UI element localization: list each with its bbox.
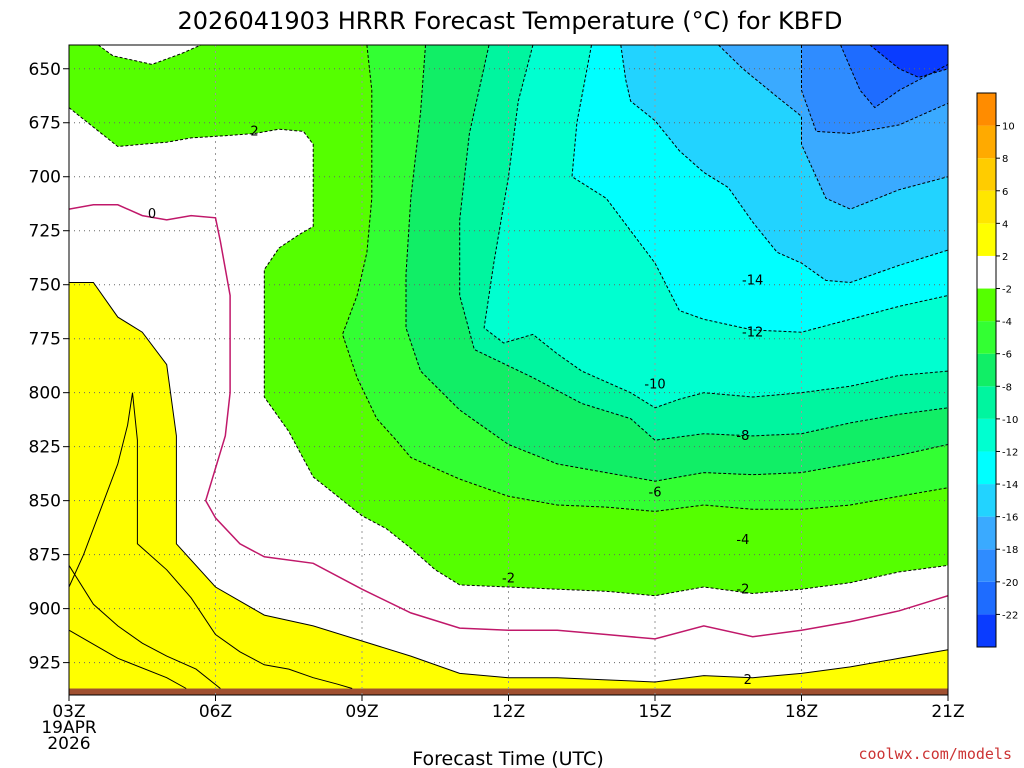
x-tick-label-1: 06Z bbox=[199, 702, 232, 722]
y-tick-label-725: 725 bbox=[29, 222, 61, 242]
contour-line--16 bbox=[718, 45, 948, 210]
ground-surface bbox=[69, 688, 948, 695]
x-axis-label: Forecast Time (UTC) bbox=[412, 748, 603, 768]
chart-title: 2026041903 HRRR Forecast Temperature (°C… bbox=[177, 7, 842, 35]
x-date-label-0: 19APR bbox=[41, 718, 97, 738]
contour-lines bbox=[69, 45, 948, 689]
x-tick-label-3: 12Z bbox=[492, 702, 525, 722]
colorbar-label-2: -18 bbox=[1002, 545, 1018, 556]
contour-line--4 bbox=[341, 45, 948, 512]
x-tick-label-2: 09Z bbox=[345, 702, 378, 722]
contour-label-3: -12 bbox=[742, 326, 763, 341]
colorbar-swatch-2 bbox=[977, 549, 996, 582]
colorbar-label-13: 6 bbox=[1002, 187, 1008, 198]
contour-line--20 bbox=[840, 45, 948, 109]
colorbar-swatch-16 bbox=[977, 93, 996, 126]
colorbar-swatch-10 bbox=[977, 288, 996, 322]
colorbar-swatch-13 bbox=[977, 190, 996, 224]
filled-contour-regions bbox=[69, 45, 948, 689]
x-tick-label-0: 03Z bbox=[52, 702, 85, 722]
y-tick-label-675: 675 bbox=[29, 114, 61, 134]
colorbar-label-14: 8 bbox=[1002, 154, 1008, 165]
colorbar-swatch-14 bbox=[977, 158, 996, 191]
contour-label-0: 2 bbox=[250, 125, 258, 140]
contour-label-8: -2 bbox=[502, 572, 515, 587]
contour-label-10: 2 bbox=[744, 673, 752, 688]
colorbar-label-9: -4 bbox=[1002, 317, 1012, 328]
contour-line-2 bbox=[69, 282, 948, 683]
y-tick-label-925: 925 bbox=[29, 654, 61, 674]
contour-label-6: -6 bbox=[649, 485, 662, 500]
region-warm_2_4 bbox=[69, 282, 948, 689]
x-tick-label-5: 18Z bbox=[785, 702, 818, 722]
contour-line--2 bbox=[69, 107, 948, 597]
contour-line--8 bbox=[459, 45, 948, 441]
contour-label-2: -14 bbox=[742, 274, 763, 289]
y-tick-label-850: 850 bbox=[29, 492, 61, 512]
y-tick-label-875: 875 bbox=[29, 546, 61, 566]
y-tick-label-800: 800 bbox=[29, 384, 61, 404]
colorbar-label-1: -20 bbox=[1002, 578, 1018, 589]
colorbar-label-12: 4 bbox=[1002, 219, 1008, 230]
x-tick-label-6: 21Z bbox=[931, 702, 964, 722]
colorbar-swatch-9 bbox=[977, 321, 996, 354]
contour-labels: 2 0 -14 -12 -10 -8 -6 -4 -2 -2 2 bbox=[148, 125, 763, 689]
colorbar-swatch-1 bbox=[977, 581, 996, 615]
credit-text: coolwx.com/models bbox=[858, 745, 1012, 763]
contour-label-5: -8 bbox=[736, 429, 749, 444]
contour-line--2 bbox=[98, 45, 202, 65]
contour-label-1: 0 bbox=[148, 207, 156, 222]
contour-line--6 bbox=[405, 45, 948, 482]
colorbar-label-15: 10 bbox=[1002, 122, 1015, 133]
colorbar-frame bbox=[976, 92, 997, 648]
colorbar-swatch-15 bbox=[977, 125, 996, 159]
colorbar-label-7: -8 bbox=[1002, 382, 1012, 393]
colorbar-swatch-11 bbox=[977, 255, 996, 289]
y-axis-ticks: 650 675 700 725 750 775 800 825 850 875 900 925 bbox=[29, 60, 69, 674]
contour-line-6 bbox=[69, 629, 187, 689]
colorbar-label-5: -12 bbox=[1002, 447, 1018, 458]
contour-label-9: -2 bbox=[736, 583, 749, 598]
x-date-label-1: 2026 bbox=[47, 734, 90, 754]
colorbar-swatch-3 bbox=[977, 516, 996, 550]
y-tick-label-650: 650 bbox=[29, 60, 61, 80]
colorbar-swatch-12 bbox=[977, 223, 996, 256]
colorbar-label-11: 2 bbox=[1002, 252, 1008, 263]
contour-line-0 bbox=[69, 204, 948, 640]
y-tick-label-750: 750 bbox=[29, 276, 61, 296]
contour-label-7: -4 bbox=[736, 533, 749, 548]
contour-label-4: -10 bbox=[644, 377, 665, 392]
colorbar-label-8: -6 bbox=[1002, 350, 1012, 361]
contour-line-4 bbox=[69, 392, 353, 689]
x-tick-label-4: 15Z bbox=[638, 702, 671, 722]
colorbar-label-4: -14 bbox=[1002, 480, 1018, 491]
colorbar-swatch-8 bbox=[977, 353, 996, 387]
y-tick-label-775: 775 bbox=[29, 330, 61, 350]
y-tick-label-700: 700 bbox=[29, 168, 61, 188]
y-tick-label-900: 900 bbox=[29, 600, 61, 620]
colorbar-swatch-5 bbox=[977, 451, 996, 485]
colorbar-swatch-6 bbox=[977, 418, 996, 452]
contour-line-4 bbox=[69, 565, 221, 689]
contour-line--14 bbox=[620, 45, 948, 284]
colorbar-label-3: -16 bbox=[1002, 513, 1018, 524]
contour-line--18 bbox=[801, 45, 948, 135]
colorbar-label-6: -10 bbox=[1002, 415, 1018, 426]
colorbar-swatch-7 bbox=[977, 386, 996, 419]
colorbar-swatch-0 bbox=[977, 614, 996, 647]
contour-line--10 bbox=[483, 45, 948, 409]
y-tick-label-825: 825 bbox=[29, 438, 61, 458]
colorbar-label-0: -22 bbox=[1002, 610, 1018, 621]
colorbar-label-10: -2 bbox=[1002, 285, 1012, 296]
colorbar-swatch-4 bbox=[977, 484, 996, 517]
region-cold_22_24 bbox=[869, 45, 948, 78]
